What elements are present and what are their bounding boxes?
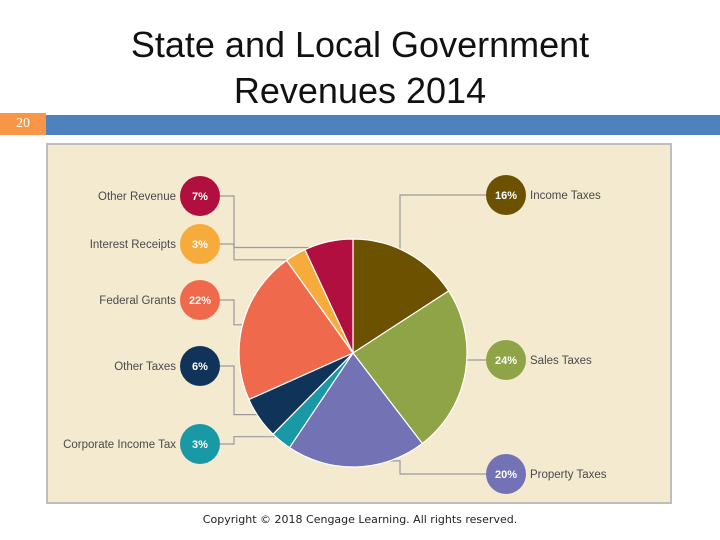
title-accent-bar	[46, 115, 720, 135]
badge-other-revenue	[180, 176, 220, 216]
leader-line-income-taxes	[399, 194, 486, 259]
category-label-federal-grants: Federal Grants	[99, 295, 176, 307]
slide-number: 20	[0, 113, 46, 135]
badge-corporate-income-tax	[180, 424, 220, 464]
value-label-other-revenue: 7%	[192, 191, 208, 203]
value-label-sales-taxes: 24%	[495, 355, 517, 367]
category-label-sales-taxes: Sales Taxes	[530, 355, 592, 367]
category-label-income-taxes: Income Taxes	[530, 190, 601, 202]
value-label-other-taxes: 6%	[192, 361, 208, 373]
pie-slice-other-revenue	[304, 238, 354, 354]
value-label-federal-grants: 22%	[189, 295, 211, 307]
leader-line-other-revenue	[220, 195, 330, 249]
badge-interest-receipts	[180, 224, 220, 264]
value-label-income-taxes: 16%	[495, 190, 517, 202]
chart-panel: 16% Income Taxes 24% Sales Taxes 20% Property…	[46, 143, 672, 504]
badge-other-taxes	[180, 346, 220, 386]
value-label-corporate-income-tax: 3%	[192, 439, 208, 451]
pie-chart: 16% Income Taxes 24% Sales Taxes 20% Property…	[63, 175, 607, 494]
leader-line-interest-receipts	[220, 243, 299, 261]
leader-line-other-taxes	[220, 365, 265, 416]
badge-federal-grants	[180, 280, 220, 320]
value-label-property-taxes: 20%	[495, 469, 517, 481]
leader-line-federal-grants	[220, 299, 249, 326]
pie-slice-sales-taxes	[352, 290, 468, 445]
category-label-corporate-income-tax: Corporate Income Tax	[63, 439, 176, 451]
copyright-notice: Copyright © 2018 Cengage Learning. All r…	[202, 513, 518, 526]
category-label-interest-receipts: Interest Receipts	[90, 239, 177, 251]
badge-sales-taxes	[486, 340, 526, 380]
category-label-other-taxes: Other Taxes	[114, 361, 176, 373]
category-label-other-revenue: Other Revenue	[98, 191, 176, 203]
value-label-interest-receipts: 3%	[192, 239, 208, 251]
badge-property-taxes	[486, 454, 526, 494]
pie-slice-property-taxes	[288, 351, 424, 468]
slide-title: State and Local Government Revenues 2014	[130, 24, 590, 111]
pie-slice-income-taxes	[352, 238, 450, 355]
category-label-property-taxes: Property Taxes	[530, 469, 607, 481]
badge-income-taxes	[486, 175, 526, 215]
pie-slice-federal-grants	[238, 259, 354, 401]
leader-line-corporate-income-tax	[220, 436, 285, 445]
